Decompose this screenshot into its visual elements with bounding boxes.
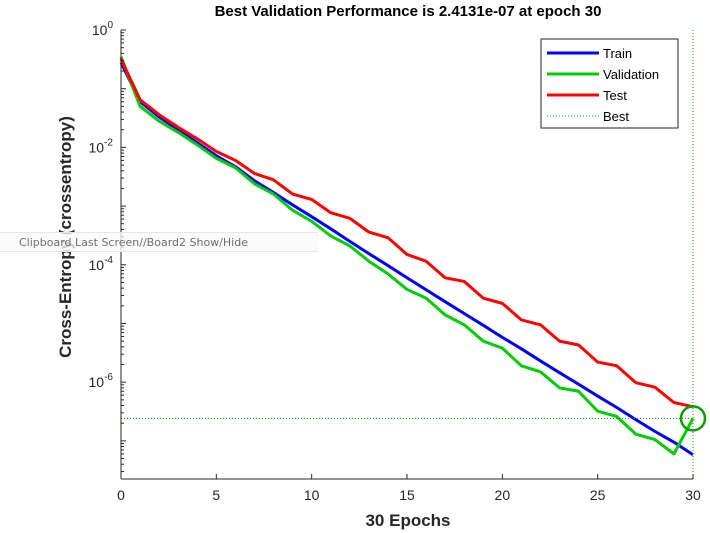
y-tick-label: 10-2 [89,137,114,155]
x-tick-label: 10 [304,487,320,503]
y-axis-ticks: 100 10-2 10-4 10-6 [89,20,126,473]
legend-label-validation: Validation [603,67,659,82]
x-tick-label: 5 [212,487,220,503]
x-axis-label: 30 Epochs [365,511,450,530]
series-line-validation [119,56,695,456]
y-tick-label: 100 [92,20,114,38]
series-line-train [119,61,694,456]
y-tick-label: 10-4 [89,255,114,273]
legend-label-train: Train [603,46,632,61]
x-tick-label: 0 [117,487,125,503]
x-tick-label: 30 [685,487,701,503]
y-tick-label: 10-6 [89,372,114,390]
x-tick-label: 20 [495,487,511,503]
legend-label-best: Best [603,109,629,124]
chart-title: Best Validation Performance is 2.4131e-0… [215,3,602,20]
x-axis-ticks: 0 5 10 15 20 25 30 [117,474,701,503]
legend: Train Validation Test Best [540,38,679,129]
clipboard-toolbar-overlay[interactable]: Clipboard Last Screen//Board2 Show/Hide [0,232,318,252]
series-line-test [119,58,694,409]
legend-label-test: Test [603,88,627,103]
clipboard-toolbar-text[interactable]: Clipboard Last Screen//Board2 Show/Hide [19,236,248,249]
x-tick-label: 25 [590,487,606,503]
best-point-marker [679,405,707,432]
series-lines [119,30,707,479]
x-tick-label: 15 [399,487,415,503]
